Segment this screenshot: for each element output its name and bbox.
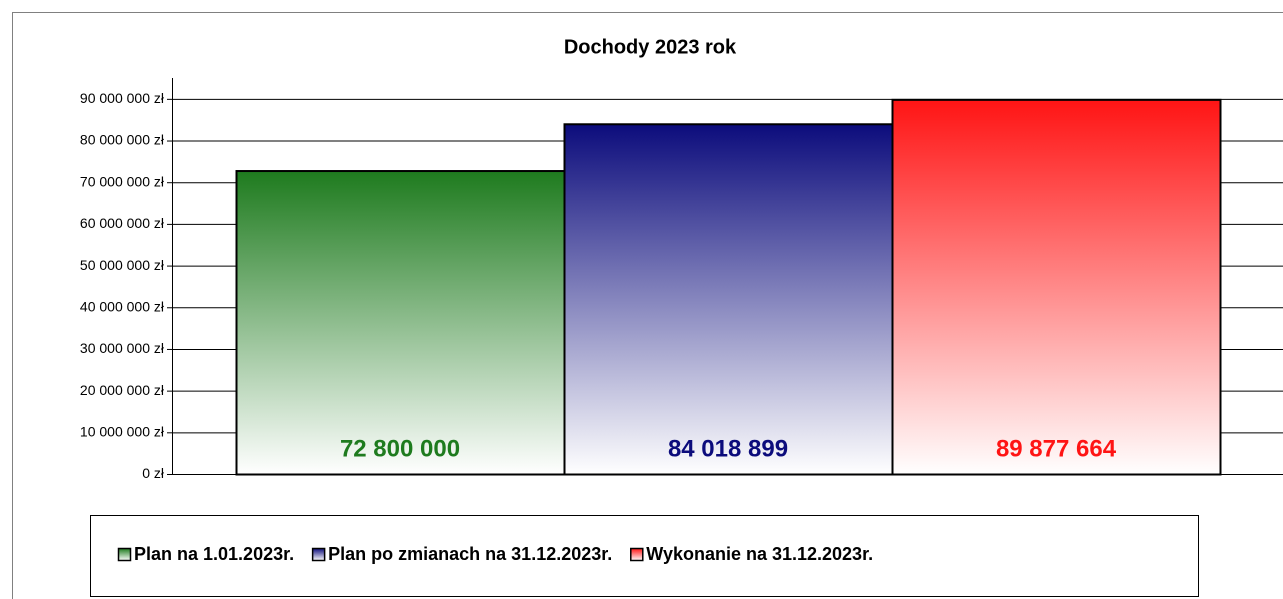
legend-swatch	[630, 547, 644, 562]
y-tick-label: 70 000 000 zł	[80, 173, 165, 189]
y-tick-label: 80 000 000 zł	[80, 132, 165, 148]
y-tick-label: 20 000 000 zł	[80, 382, 165, 398]
legend-swatch	[311, 547, 326, 562]
legend-label: Wykonanie na 31.12.2023r.	[646, 544, 873, 564]
chart-title: Dochody 2023 rok	[564, 36, 737, 58]
legend-label: Plan po zmianach na 31.12.2023r.	[328, 544, 612, 564]
y-tick-label: 90 000 000 zł	[80, 90, 165, 106]
data-label: 72 800 000	[340, 435, 460, 462]
y-tick-label: 30 000 000 zł	[80, 340, 165, 356]
y-tick-label: 10 000 000 zł	[80, 424, 165, 440]
y-tick-label: 50 000 000 zł	[80, 257, 165, 273]
y-tick-label: 0 zł	[142, 465, 165, 481]
y-tick-label: 60 000 000 zł	[80, 215, 165, 231]
data-label: 89 877 664	[996, 435, 1117, 462]
legend-box	[90, 515, 1199, 597]
legend-swatch	[117, 547, 132, 562]
legend-label: Plan na 1.01.2023r.	[134, 544, 294, 564]
y-tick-label: 40 000 000 zł	[80, 298, 165, 314]
bar	[235, 170, 566, 476]
bar	[563, 123, 894, 476]
data-label: 84 018 899	[668, 435, 788, 462]
bar	[891, 98, 1222, 476]
